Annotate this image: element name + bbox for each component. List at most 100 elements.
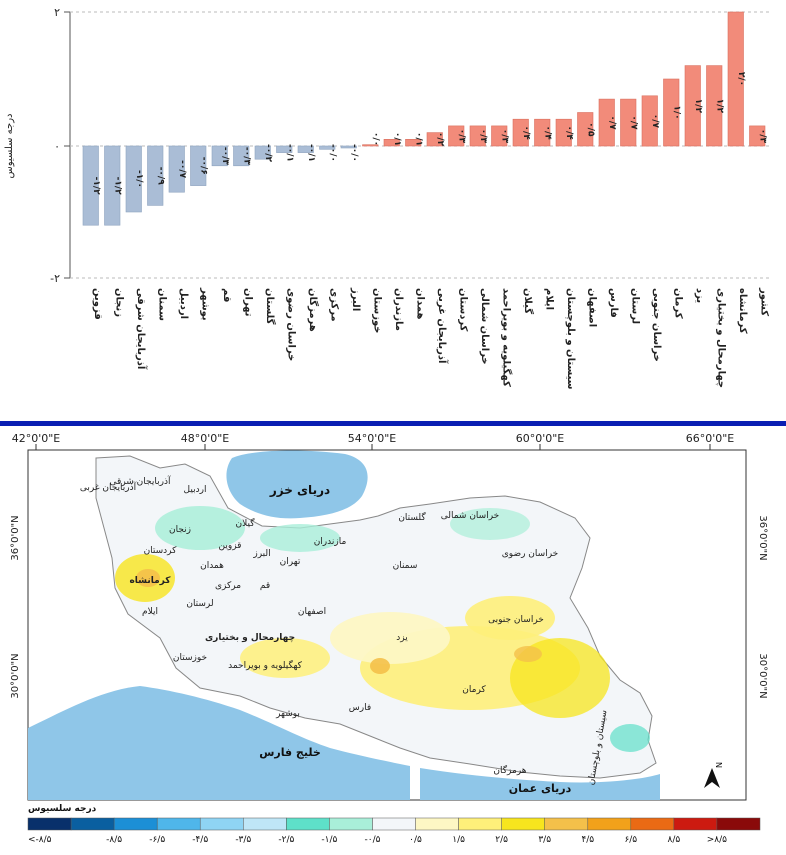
bar-value-labels: -۱/۲ -۱/۲ -۱/۰ -۰/۹ -۰/۷ -۰/۶ -۰/۳ -۰/۳ -۰/۲ -۰/۱… bbox=[91, 72, 767, 195]
bar-value-label: ۰/۰ bbox=[370, 132, 380, 146]
lon-label: 54°0'0"E bbox=[348, 432, 397, 445]
anomaly-patch-cool bbox=[155, 506, 245, 550]
bar-value-label: -۰/۰ bbox=[327, 144, 337, 162]
category-label: خوزستان bbox=[371, 288, 382, 333]
persian-gulf-label: خلیج فارس bbox=[259, 746, 321, 759]
legend-label: -۴/۵ bbox=[192, 835, 208, 845]
legend-swatch bbox=[156, 817, 201, 831]
bar bbox=[82, 145, 99, 226]
legend-label: <-۸/۵ bbox=[28, 835, 52, 845]
category-label: آذربایجان شرقی bbox=[135, 288, 148, 370]
legend-swatch bbox=[372, 817, 416, 831]
category-label: سمنان bbox=[156, 288, 167, 321]
bar bbox=[706, 65, 723, 147]
category-labels: قزوین زنجان آذربایجان شرقی سمنان اردبیل بوشهر… bbox=[92, 287, 769, 390]
category-label: بوشهر bbox=[199, 287, 210, 321]
category-label: کردستان bbox=[457, 288, 468, 332]
bar bbox=[641, 95, 658, 147]
bar bbox=[276, 145, 293, 153]
legend-label: ۳/۵ bbox=[538, 835, 551, 845]
legend-label: -۸/۵ bbox=[106, 835, 122, 845]
legend-swatch bbox=[27, 817, 72, 831]
category-label: آذربایجان غربی bbox=[436, 288, 449, 364]
persian-gulf bbox=[28, 686, 410, 800]
lon-label: 60°0'0"E bbox=[516, 432, 565, 445]
province-label: تهران bbox=[280, 557, 301, 567]
province-label: فارس bbox=[349, 703, 371, 713]
oman-sea bbox=[420, 768, 660, 800]
province-label: خوزستان bbox=[173, 653, 207, 663]
bar bbox=[211, 145, 228, 167]
category-label: کهگیلویه و بویراحمد bbox=[500, 288, 513, 387]
legend-label: ۰/۵ bbox=[409, 835, 422, 845]
province-label: خراسان شمالی bbox=[441, 511, 500, 521]
legend-swatch bbox=[501, 817, 545, 831]
bar bbox=[190, 145, 207, 186]
category-label: فارس bbox=[608, 288, 619, 318]
bar bbox=[297, 145, 314, 153]
bar-value-label: -۰/۶ bbox=[198, 157, 208, 175]
ytick-label-bottom: -۲ bbox=[50, 272, 60, 285]
legend-swatch bbox=[716, 817, 761, 831]
bars-group bbox=[82, 11, 766, 226]
bar bbox=[469, 125, 486, 147]
bar-value-label: -۰/۲ bbox=[263, 144, 273, 163]
anomaly-patch-hot bbox=[370, 658, 390, 674]
category-label: چهارمحال و بختیاری bbox=[715, 288, 726, 388]
bar bbox=[319, 145, 336, 150]
bar bbox=[598, 98, 615, 147]
anomaly-patch-cool bbox=[260, 524, 340, 552]
legend-label: -۱/۵ bbox=[321, 835, 337, 845]
province-label: کرمان bbox=[462, 685, 486, 695]
legend-label: ۱/۵ bbox=[452, 835, 465, 845]
bar bbox=[684, 65, 701, 147]
bar bbox=[577, 112, 594, 147]
category-label: سیستان و بلوچستان bbox=[565, 288, 576, 390]
bar-value-label: ۰/۲ bbox=[435, 132, 445, 147]
anomaly-patch-warm bbox=[240, 638, 330, 678]
anomaly-patch-warm bbox=[465, 596, 555, 640]
lat-label-right: 36°0'0"N bbox=[757, 515, 768, 560]
category-label: مرکزی bbox=[328, 288, 339, 322]
bar bbox=[125, 145, 142, 213]
bar bbox=[426, 132, 443, 147]
province-label: بوشهر bbox=[275, 709, 300, 719]
bar-value-label: ۰/۷ bbox=[650, 114, 660, 129]
legend-swatch bbox=[113, 817, 158, 831]
bar-value-label: -۰/۳ bbox=[220, 147, 230, 166]
province-anomaly-bar-chart: درجه سلسیوس ۲ ۰ -۲ -۱/۲ -۱/۲ -۱/۰ -۰/۹ -۰/۷-… bbox=[4, 6, 770, 390]
category-label: اردبیل bbox=[178, 288, 189, 319]
anomaly-patch-hot bbox=[136, 569, 160, 587]
category-label: هرمزگان bbox=[307, 288, 320, 332]
category-label: مازندران bbox=[393, 288, 404, 331]
category-label: قم bbox=[221, 288, 232, 302]
province-label: البرز bbox=[252, 549, 270, 559]
ytick-label-top: ۲ bbox=[54, 6, 60, 19]
bar bbox=[233, 145, 250, 167]
lon-label: 48°0'0"E bbox=[181, 432, 230, 445]
bar-value-label: ۰/۷ bbox=[607, 115, 617, 130]
bar-value-label: ۱/۰ bbox=[671, 105, 681, 119]
category-label: ایلام bbox=[543, 288, 554, 310]
bar bbox=[147, 145, 164, 206]
bar-value-label: ۱/۲ bbox=[714, 99, 724, 114]
oman-sea-label: دریای عمان bbox=[509, 782, 572, 795]
bar-value-label: ۰/۴ bbox=[564, 125, 574, 140]
bar bbox=[534, 118, 551, 147]
legend-swatch bbox=[70, 817, 115, 831]
province-label: همدان bbox=[200, 561, 224, 571]
bar bbox=[749, 125, 766, 147]
section-divider bbox=[0, 421, 786, 426]
bar-value-label: ۰/۱ bbox=[392, 132, 402, 146]
legend-label: >۸/۵ bbox=[707, 835, 727, 845]
legend-swatch bbox=[199, 817, 244, 831]
bar-value-label: ۱/۲ bbox=[693, 99, 703, 114]
province-label: کردستان bbox=[144, 546, 178, 556]
legend-swatch bbox=[587, 817, 632, 831]
legend-swatch bbox=[243, 817, 287, 831]
legend-label: -۰/۵ bbox=[365, 835, 381, 845]
bar-value-label: -۰/۳ bbox=[241, 147, 251, 166]
ytick-label-zero: ۰ bbox=[54, 140, 60, 153]
category-label: گیلان bbox=[522, 288, 535, 314]
legend-swatch bbox=[415, 817, 459, 831]
